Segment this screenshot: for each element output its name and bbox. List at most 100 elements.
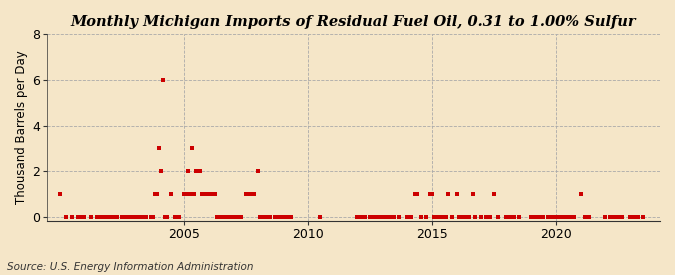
Point <box>281 214 292 219</box>
Point <box>261 214 271 219</box>
Point <box>157 78 168 82</box>
Point <box>550 214 561 219</box>
Point <box>480 214 491 219</box>
Point <box>227 214 238 219</box>
Point <box>124 214 135 219</box>
Point <box>215 214 226 219</box>
Point <box>565 214 576 219</box>
Point <box>513 214 524 219</box>
Point <box>425 192 435 196</box>
Point <box>149 192 160 196</box>
Point <box>493 214 504 219</box>
Point <box>389 214 400 219</box>
Point <box>629 214 640 219</box>
Point <box>369 214 379 219</box>
Point <box>240 192 251 196</box>
Point <box>416 214 427 219</box>
Point <box>406 214 416 219</box>
Point <box>252 169 263 173</box>
Point <box>76 214 87 219</box>
Point <box>186 146 197 150</box>
Point <box>205 192 216 196</box>
Point <box>108 214 119 219</box>
Point <box>625 214 636 219</box>
Point <box>484 214 495 219</box>
Point <box>120 214 131 219</box>
Point <box>170 214 181 219</box>
Point <box>476 214 487 219</box>
Point <box>608 214 619 219</box>
Point <box>464 214 475 219</box>
Point <box>470 214 481 219</box>
Point <box>617 214 628 219</box>
Point <box>381 214 392 219</box>
Point <box>526 214 537 219</box>
Point <box>265 214 276 219</box>
Point <box>429 214 439 219</box>
Point <box>147 214 158 219</box>
Point <box>360 214 371 219</box>
Point <box>352 214 362 219</box>
Point <box>85 214 96 219</box>
Point <box>174 214 185 219</box>
Point <box>54 192 65 196</box>
Point <box>600 214 611 219</box>
Point <box>219 214 230 219</box>
Point <box>190 169 201 173</box>
Point <box>128 214 139 219</box>
Point <box>153 146 164 150</box>
Point <box>364 214 375 219</box>
Point <box>633 214 644 219</box>
Point <box>203 192 214 196</box>
Point <box>501 214 512 219</box>
Title: Monthly Michigan Imports of Residual Fuel Oil, 0.31 to 1.00% Sulfur: Monthly Michigan Imports of Residual Fue… <box>71 15 637 29</box>
Point <box>273 214 284 219</box>
Point <box>192 169 203 173</box>
Point <box>91 214 102 219</box>
Point <box>286 214 296 219</box>
Point <box>468 192 479 196</box>
Point <box>377 214 387 219</box>
Point <box>269 214 280 219</box>
Point <box>180 192 191 196</box>
Point <box>557 214 568 219</box>
Point <box>184 192 195 196</box>
Point <box>257 214 268 219</box>
Point <box>371 214 381 219</box>
Point <box>509 214 520 219</box>
Text: Source: U.S. Energy Information Administration: Source: U.S. Energy Information Administ… <box>7 262 253 272</box>
Point <box>459 214 470 219</box>
Point <box>178 192 189 196</box>
Point <box>441 214 452 219</box>
Point <box>453 214 464 219</box>
Point <box>373 214 383 219</box>
Point <box>207 192 218 196</box>
Y-axis label: Thousand Barrels per Day: Thousand Barrels per Day <box>15 51 28 204</box>
Point <box>67 214 78 219</box>
Point <box>112 214 123 219</box>
Point <box>561 214 572 219</box>
Point <box>420 214 431 219</box>
Point <box>356 214 367 219</box>
Point <box>223 214 234 219</box>
Point <box>612 214 623 219</box>
Point <box>182 169 193 173</box>
Point <box>99 214 110 219</box>
Point <box>538 214 549 219</box>
Point <box>104 214 115 219</box>
Point <box>254 214 265 219</box>
Point <box>197 192 208 196</box>
Point <box>637 214 648 219</box>
Point <box>447 214 458 219</box>
Point <box>161 214 172 219</box>
Point <box>122 214 133 219</box>
Point <box>209 192 220 196</box>
Point <box>73 214 84 219</box>
Point <box>277 214 288 219</box>
Point <box>116 214 127 219</box>
Point <box>79 214 90 219</box>
Point <box>427 192 437 196</box>
Point <box>530 214 541 219</box>
Point <box>505 214 516 219</box>
Point <box>232 214 243 219</box>
